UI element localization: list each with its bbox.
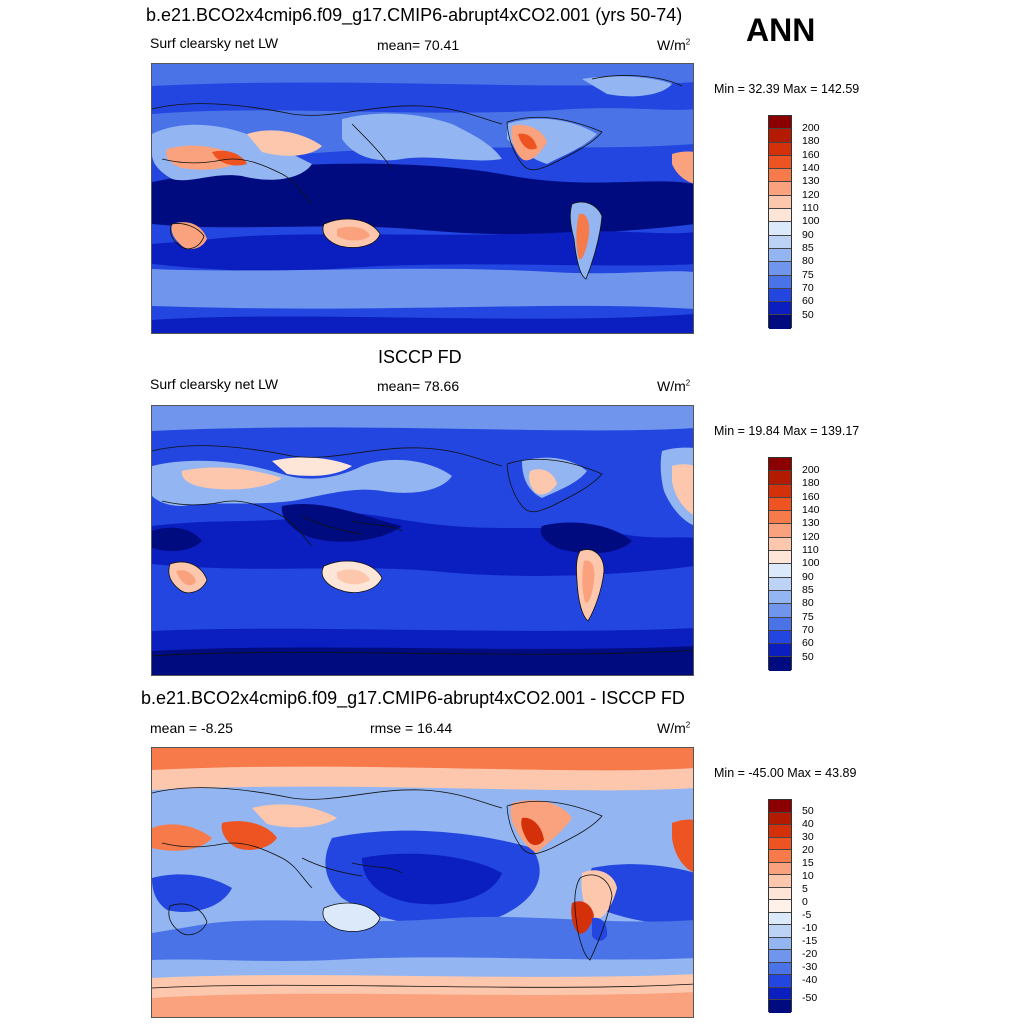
colorbar-tick-label: 50 bbox=[802, 805, 814, 817]
colorbar-tick-label: 120 bbox=[802, 189, 820, 201]
mean-label: mean= 70.41 bbox=[377, 37, 460, 53]
colorbar-tick-label: 85 bbox=[802, 584, 814, 596]
colorbar-tick-label: 75 bbox=[802, 611, 814, 623]
colorbar-tick-label: 200 bbox=[802, 122, 820, 134]
panel-title: b.e21.BCO2x4cmip6.f09_g17.CMIP6-abrupt4x… bbox=[146, 5, 683, 25]
colorbar-tick-label: 60 bbox=[802, 637, 814, 649]
colorbar-tick-label: 180 bbox=[802, 135, 820, 147]
units-label: W/m2 bbox=[657, 37, 691, 53]
panel-title: ISCCP FD bbox=[378, 347, 462, 367]
colorbar-tick-label: 160 bbox=[802, 491, 820, 503]
colorbar-tick-label: 80 bbox=[802, 597, 814, 609]
colorbar-tick-label: 110 bbox=[802, 544, 819, 556]
colorbar-tick-label: -40 bbox=[802, 974, 818, 986]
colorbar-tick-label: 120 bbox=[802, 531, 820, 543]
colorbar-tick-label: 85 bbox=[802, 242, 814, 254]
colorbar-tick-label: -10 bbox=[802, 922, 818, 934]
minmax-label: Min = 19.84 Max = 139.17 bbox=[714, 424, 860, 438]
colorbar-tick-label: 50 bbox=[802, 309, 814, 321]
colorbar-observation bbox=[768, 457, 792, 671]
colorbar-tick-label: 180 bbox=[802, 477, 820, 489]
season-label: ANN bbox=[746, 12, 816, 48]
units-label: W/m2 bbox=[657, 378, 691, 394]
colorbar-tick-label: 110 bbox=[802, 202, 819, 214]
colorbar-tick-label: 90 bbox=[802, 229, 814, 241]
variable-label: Surf clearsky net LW bbox=[150, 376, 279, 392]
colorbar-tick-label: 200 bbox=[802, 464, 820, 476]
colorbar-tick-label: 80 bbox=[802, 255, 814, 267]
colorbar-tick-label: 140 bbox=[802, 504, 820, 516]
minmax-label: Min = 32.39 Max = 142.59 bbox=[714, 82, 860, 96]
colorbar-model bbox=[768, 115, 792, 329]
colorbar-tick-label: -50 bbox=[802, 992, 818, 1004]
mean-label: mean = -8.25 bbox=[150, 720, 233, 736]
variable-label: Surf clearsky net LW bbox=[150, 35, 279, 51]
colorbar-tick-label: -5 bbox=[802, 909, 812, 921]
panel-title: b.e21.BCO2x4cmip6.f09_g17.CMIP6-abrupt4x… bbox=[141, 688, 685, 708]
rmse-label: rmse = 16.44 bbox=[370, 720, 453, 736]
colorbar-tick-label: 70 bbox=[802, 282, 814, 294]
colorbar-tick-label: 90 bbox=[802, 571, 814, 583]
map-model bbox=[151, 63, 694, 334]
colorbar-tick-label: 30 bbox=[802, 831, 814, 843]
colorbar-tick-label: 20 bbox=[802, 844, 814, 856]
colorbar-tick-label: 100 bbox=[802, 557, 820, 569]
colorbar-tick-label: 100 bbox=[802, 215, 820, 227]
colorbar-tick-label: 75 bbox=[802, 269, 814, 281]
colorbar-tick-label: -15 bbox=[802, 935, 818, 947]
colorbar-tick-label: 5 bbox=[802, 883, 808, 895]
colorbar-tick-label: 70 bbox=[802, 624, 814, 636]
colorbar-tick-label: 40 bbox=[802, 818, 814, 830]
units-label: W/m2 bbox=[657, 720, 691, 736]
colorbar-tick-label: 140 bbox=[802, 162, 820, 174]
colorbar-tick-label: -30 bbox=[802, 961, 818, 973]
colorbar-tick-label: 130 bbox=[802, 517, 820, 529]
colorbar-tick-label: 130 bbox=[802, 175, 820, 187]
colorbar-tick-label: 60 bbox=[802, 295, 814, 307]
colorbar-tick-label: 160 bbox=[802, 149, 820, 161]
colorbar-tick-label: -20 bbox=[802, 948, 818, 960]
colorbar-tick-label: 0 bbox=[802, 896, 808, 908]
mean-label: mean= 78.66 bbox=[377, 378, 460, 394]
minmax-label: Min = -45.00 Max = 43.89 bbox=[714, 766, 857, 780]
colorbar-difference bbox=[768, 799, 792, 1013]
map-difference bbox=[151, 747, 694, 1018]
colorbar-tick-label: 15 bbox=[802, 857, 814, 869]
colorbar-tick-label: 50 bbox=[802, 651, 814, 663]
map-observation bbox=[151, 405, 694, 676]
colorbar-tick-label: 10 bbox=[802, 870, 814, 882]
